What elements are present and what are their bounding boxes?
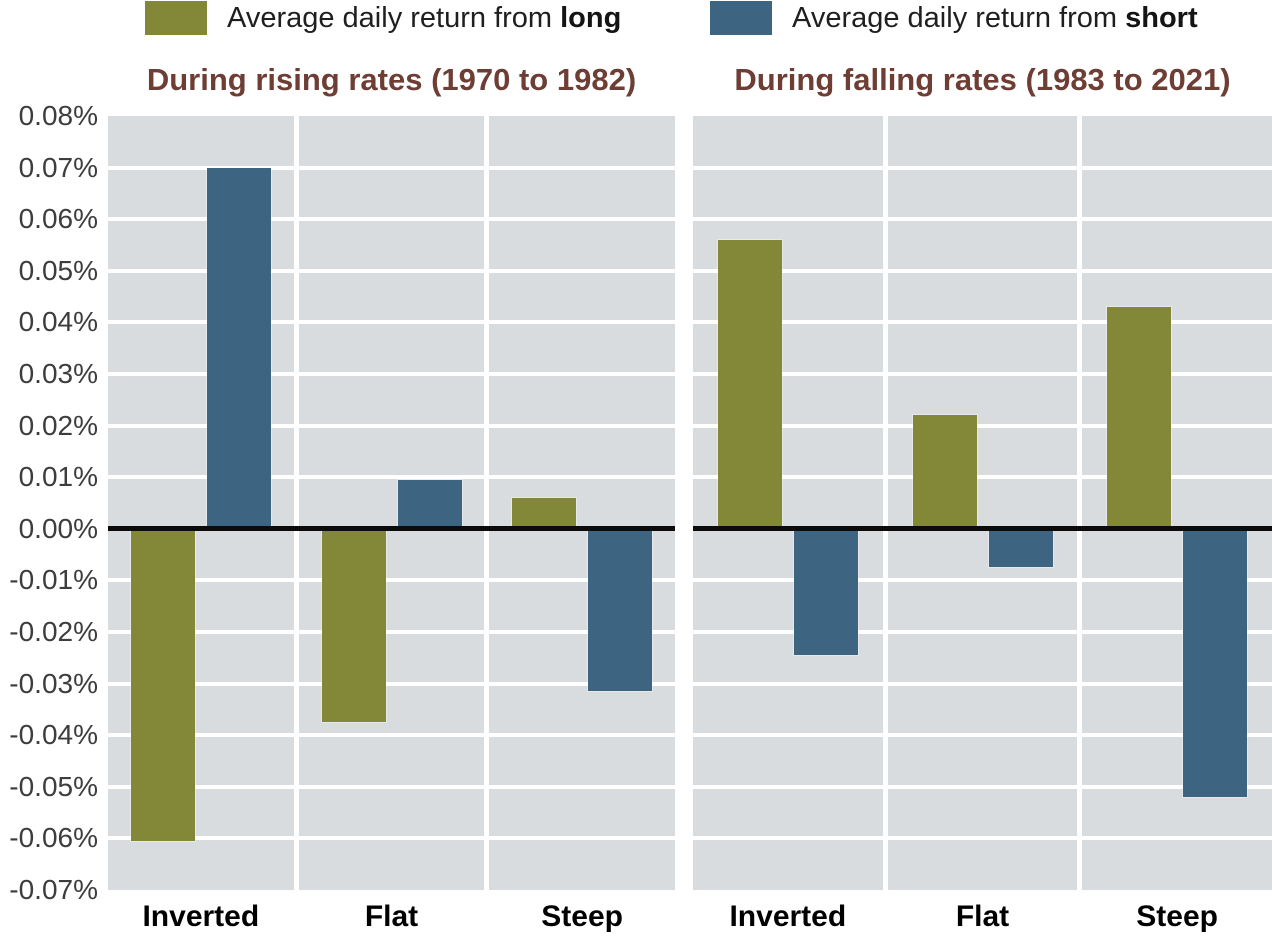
y-tick-label: 0.06%	[18, 203, 98, 235]
y-tick-label: -0.05%	[9, 770, 98, 802]
h-gridline	[693, 165, 1272, 170]
h-gridline	[108, 372, 675, 376]
h-gridline	[108, 784, 675, 789]
panel-rising-rates: Inverted Flat Steep	[108, 116, 675, 940]
h-gridline	[693, 217, 1272, 222]
bar-short-steep	[588, 528, 653, 692]
h-gridline	[108, 475, 675, 480]
panel-falling-rates: Inverted Flat Steep	[693, 116, 1272, 940]
y-tick-label: -0.07%	[9, 874, 98, 905]
panel-title-rising-rates: During rising rates (1970 to 1982)	[146, 62, 637, 97]
bar-short-flat	[397, 479, 462, 529]
y-tick-label: -0.02%	[9, 616, 98, 647]
zero-axis-line	[108, 526, 675, 532]
y-tick-label: 0.03%	[18, 358, 98, 389]
h-gridline	[693, 475, 1272, 480]
h-gridline	[108, 836, 675, 841]
h-gridline	[693, 320, 1272, 325]
bar-long-flat	[321, 528, 386, 723]
legend-item-short: Average daily return from short	[710, 0, 1198, 36]
y-tick-label: 0.05%	[18, 254, 98, 286]
h-gridline	[693, 423, 1272, 428]
h-gridline	[693, 836, 1272, 841]
h-gridline	[693, 784, 1272, 789]
y-tick-label: 0.07%	[18, 151, 98, 183]
bar-long-flat	[912, 415, 977, 529]
y-tick-label: -0.03%	[9, 667, 98, 699]
legend-item-long: Average daily return from long	[145, 0, 621, 36]
zero-axis-line	[693, 526, 1272, 532]
y-tick-label: 0.08%	[18, 100, 98, 131]
legend-label-short: Average daily return from short	[792, 2, 1198, 35]
h-gridline	[693, 268, 1272, 273]
h-gridline	[693, 578, 1272, 583]
y-tick-label: -0.01%	[9, 564, 98, 596]
bar-long-inverted	[717, 239, 782, 529]
y-tick-label: 0.04%	[18, 306, 98, 338]
x-tick-label: Steep	[1136, 900, 1218, 933]
legend-label-short-prefix: Average daily return from	[792, 1, 1126, 34]
bar-long-steep	[1107, 306, 1172, 529]
h-gridline	[108, 268, 675, 273]
h-gridline	[693, 630, 1272, 634]
bar-short-steep	[1183, 528, 1248, 798]
bar-short-flat	[988, 528, 1053, 568]
legend-swatch-long	[145, 1, 207, 35]
y-tick-label: -0.04%	[9, 719, 98, 751]
legend-label-long-keyword: long	[560, 1, 622, 34]
h-gridline	[108, 423, 675, 428]
x-tick-label: Flat	[364, 900, 419, 933]
h-gridline	[108, 165, 675, 170]
panel-title-falling-rates: During falling rates (1983 to 2021)	[734, 62, 1231, 97]
h-gridline	[693, 681, 1272, 686]
bar-long-steep	[512, 497, 577, 529]
legend-label-long: Average daily return from long	[227, 2, 621, 35]
bar-short-inverted	[793, 528, 858, 656]
bar-short-inverted	[206, 167, 271, 529]
legend-swatch-short	[710, 1, 772, 35]
h-gridline	[108, 578, 675, 583]
x-tick-label: Steep	[541, 900, 623, 933]
legend-label-short-keyword: short	[1125, 1, 1198, 34]
h-gridline	[693, 372, 1272, 376]
x-tick-label: Inverted	[729, 900, 847, 933]
y-tick-label: -0.06%	[9, 822, 98, 854]
y-tick-label: 0.02%	[18, 409, 98, 441]
h-gridline	[693, 733, 1272, 738]
h-gridline	[108, 217, 675, 222]
h-gridline	[108, 733, 675, 738]
y-tick-label: 0.00%	[18, 512, 98, 544]
x-tick-label: Inverted	[142, 900, 260, 933]
h-gridline	[108, 320, 675, 325]
h-gridline	[108, 681, 675, 686]
y-tick-label: 0.01%	[18, 461, 98, 493]
bar-long-inverted	[130, 528, 195, 841]
h-gridline	[108, 630, 675, 634]
x-tick-label: Flat	[955, 900, 1010, 933]
legend-label-long-prefix: Average daily return from	[227, 1, 561, 34]
